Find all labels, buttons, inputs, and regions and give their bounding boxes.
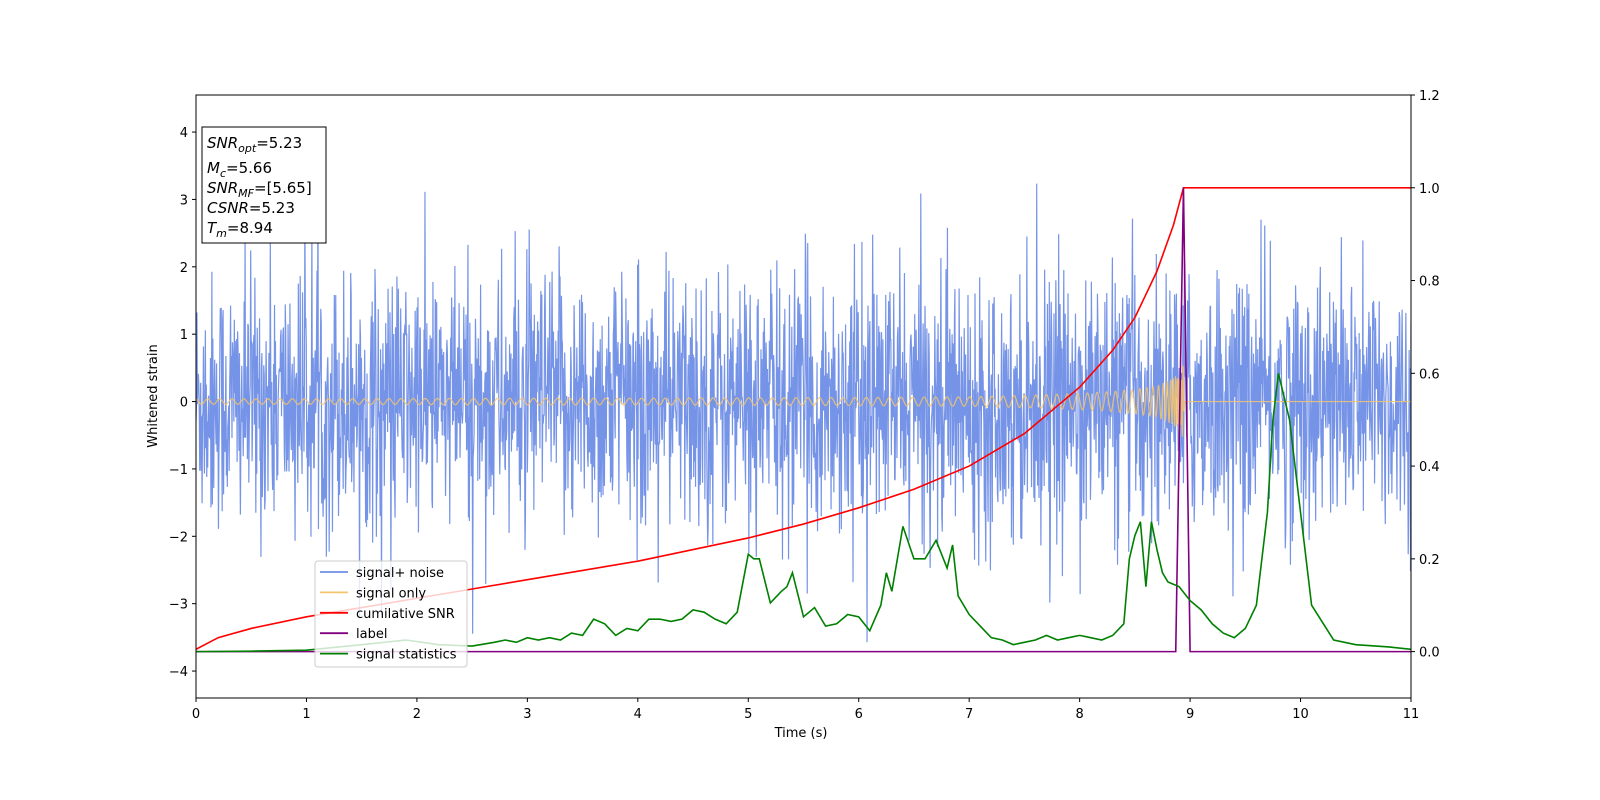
y-right-tick-label: 1.0 [1419, 182, 1440, 197]
legend-entry-label: label [356, 627, 387, 642]
info-box-line: SNRMF=[5.65] [207, 179, 312, 200]
x-tick-label: 6 [855, 707, 863, 722]
info-box-line: Mc=5.66 [207, 159, 272, 180]
y-left-tick-label: 2 [180, 261, 188, 276]
legend-frame [314, 560, 468, 668]
x-tick-label: 9 [1186, 707, 1194, 722]
x-tick-label: 2 [413, 707, 421, 722]
y-right-tick-label: 0.6 [1419, 367, 1440, 382]
info-box-frame [201, 126, 327, 244]
axes: 0 1 2 3 4 5 6 7 8 9 10 11 −4 −3 −2 −1 0 1 2 3 4 0.0 0.2 0.4 0.6 0… [169, 89, 1440, 722]
y-left-tick-label: 1 [180, 328, 188, 343]
legend-entry-label: signal+ noise [356, 566, 444, 581]
x-tick-label: 3 [523, 707, 531, 722]
y-right-tick-label: 0.8 [1419, 275, 1440, 290]
y-right-tick-label: 1.2 [1419, 89, 1440, 104]
info-box-line: Tm=8.94 [207, 219, 273, 240]
x-tick-label: 0 [192, 707, 200, 722]
x-tick-label: 4 [634, 707, 642, 722]
y-left-tick-label: 3 [180, 193, 188, 208]
x-tick-label: 1 [302, 707, 310, 722]
y-left-tick-label: −1 [169, 463, 188, 478]
info-box-line: SNRopt=5.23 [207, 134, 302, 155]
legend: signal+ noise signal only cumilative SNR la… [314, 560, 468, 668]
series-signal-noise-line [196, 157, 1411, 643]
series-signal-only-line [196, 365, 1411, 437]
y-left-tick-label: −2 [169, 530, 188, 545]
plot-frame [195, 94, 1412, 699]
info-box-line: CSNR=5.23 [207, 199, 295, 217]
y-left-tick-label: 4 [180, 126, 188, 141]
y-right-tick-label: 0.0 [1419, 646, 1440, 661]
x-axis-label: Time (s) [774, 726, 828, 741]
x-tick-label: 8 [1075, 707, 1083, 722]
y-right-tick-label: 0.4 [1419, 460, 1440, 475]
x-tick-label: 7 [965, 707, 973, 722]
x-tick-label: 5 [744, 707, 752, 722]
series-signal-statistics-line [196, 373, 1411, 653]
y-left-tick-label: −3 [169, 598, 188, 613]
legend-entry-label: signal statistics [356, 648, 457, 663]
x-tick-label: 10 [1292, 707, 1309, 722]
y-left-tick-label: −4 [169, 665, 188, 680]
legend-entry-label: signal only [356, 586, 426, 601]
y-axis-label: Whitened strain [146, 344, 161, 447]
y-left-tick-label: 0 [180, 396, 188, 411]
y-right-tick-label: 0.2 [1419, 553, 1440, 568]
x-tick-label: 11 [1403, 707, 1420, 722]
legend-entry-label: cumilative SNR [356, 607, 455, 622]
series-label-line [196, 187, 1411, 653]
